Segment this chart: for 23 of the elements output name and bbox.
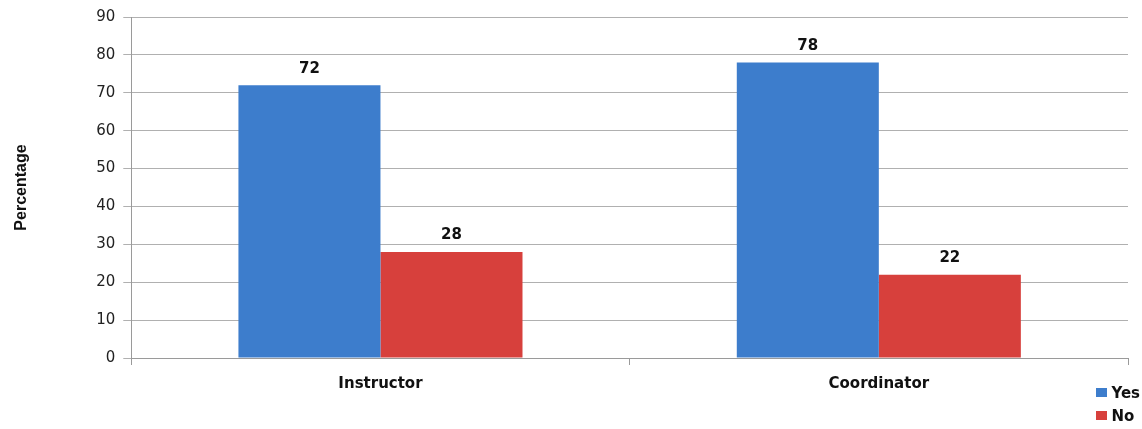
bar — [736, 62, 879, 358]
legend-label: Yes — [1111, 383, 1140, 402]
y-tick-label: 30 — [96, 234, 116, 253]
y-tick-label: 90 — [96, 6, 116, 25]
y-tick-label: 20 — [96, 272, 116, 291]
y-tick-label: 60 — [96, 120, 116, 139]
y-tick-label: 40 — [96, 196, 116, 215]
data-label: 72 — [299, 58, 320, 77]
data-label: 28 — [441, 225, 462, 244]
data-label: 22 — [939, 248, 961, 267]
x-tick-label: Instructor — [338, 373, 424, 392]
data-label: 78 — [797, 35, 819, 54]
legend-label: No — [1111, 406, 1135, 425]
bar — [238, 85, 381, 358]
x-tick-label: Coordinator — [828, 373, 930, 392]
bar — [380, 251, 523, 358]
y-tick-label: 70 — [96, 82, 116, 101]
y-tick-label: 80 — [96, 44, 116, 63]
y-axis-title: Percentage — [12, 144, 30, 231]
bar — [878, 274, 1021, 358]
y-tick-label: 0 — [105, 347, 116, 366]
y-tick-label: 10 — [96, 310, 116, 328]
y-tick-label: 50 — [96, 158, 116, 177]
